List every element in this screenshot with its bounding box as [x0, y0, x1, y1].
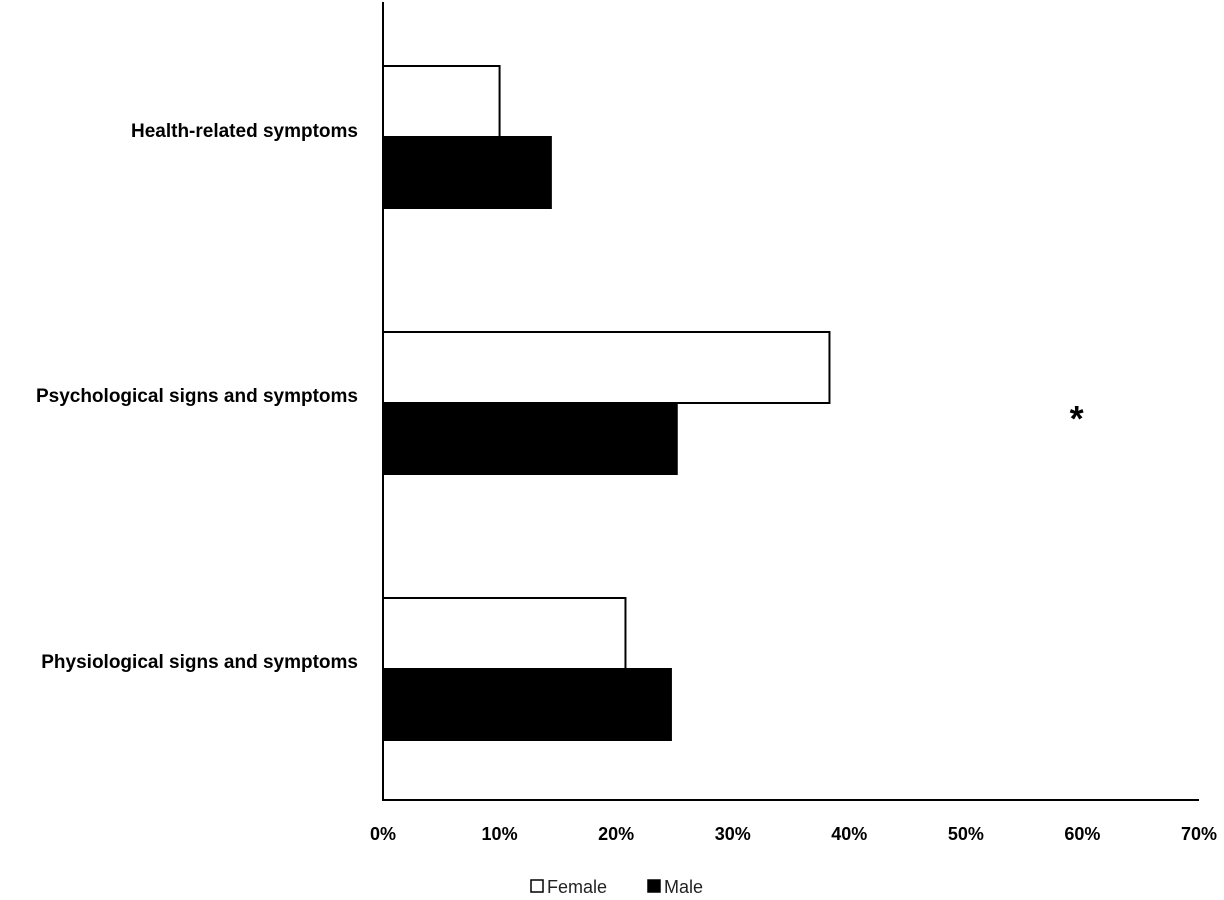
bar-male-1 — [382, 402, 678, 475]
x-tick-label-60: 60% — [1064, 824, 1100, 844]
bar-female-0 — [382, 65, 501, 138]
x-tick-label-10: 10% — [482, 824, 518, 844]
legend-swatch-male — [647, 879, 661, 893]
bars-layer — [382, 65, 831, 741]
legend: Female Male — [530, 877, 703, 897]
x-tick-label-40: 40% — [831, 824, 867, 844]
bar-male-0 — [382, 136, 552, 209]
labels-layer: Health-related symptoms Psychological sig… — [36, 121, 358, 673]
legend-label-female: Female — [547, 877, 607, 897]
category-label-0: Health-related symptoms — [131, 121, 358, 142]
legend-swatch-female — [530, 879, 544, 893]
x-tick-label-20: 20% — [598, 824, 634, 844]
bar-female-2 — [382, 597, 627, 670]
significance-marker: * — [1070, 398, 1084, 439]
category-label-2: Physiological signs and symptoms — [41, 652, 358, 673]
legend-item-female: Female — [530, 877, 607, 897]
bar-male-2 — [382, 668, 672, 741]
ticks-layer: 0% 10% 20% 30% 40% 50% 60% 70% — [370, 824, 1217, 844]
bar-female-1 — [382, 331, 831, 404]
legend-item-male: Male — [647, 877, 703, 897]
x-tick-label-70: 70% — [1181, 824, 1217, 844]
x-tick-label-50: 50% — [948, 824, 984, 844]
x-tick-label-0: 0% — [370, 824, 396, 844]
axis-layer — [382, 2, 1199, 801]
annotation-layer: * — [1070, 398, 1084, 439]
category-label-1: Psychological signs and symptoms — [36, 386, 358, 407]
legend-label-male: Male — [664, 877, 703, 897]
x-tick-label-30: 30% — [715, 824, 751, 844]
